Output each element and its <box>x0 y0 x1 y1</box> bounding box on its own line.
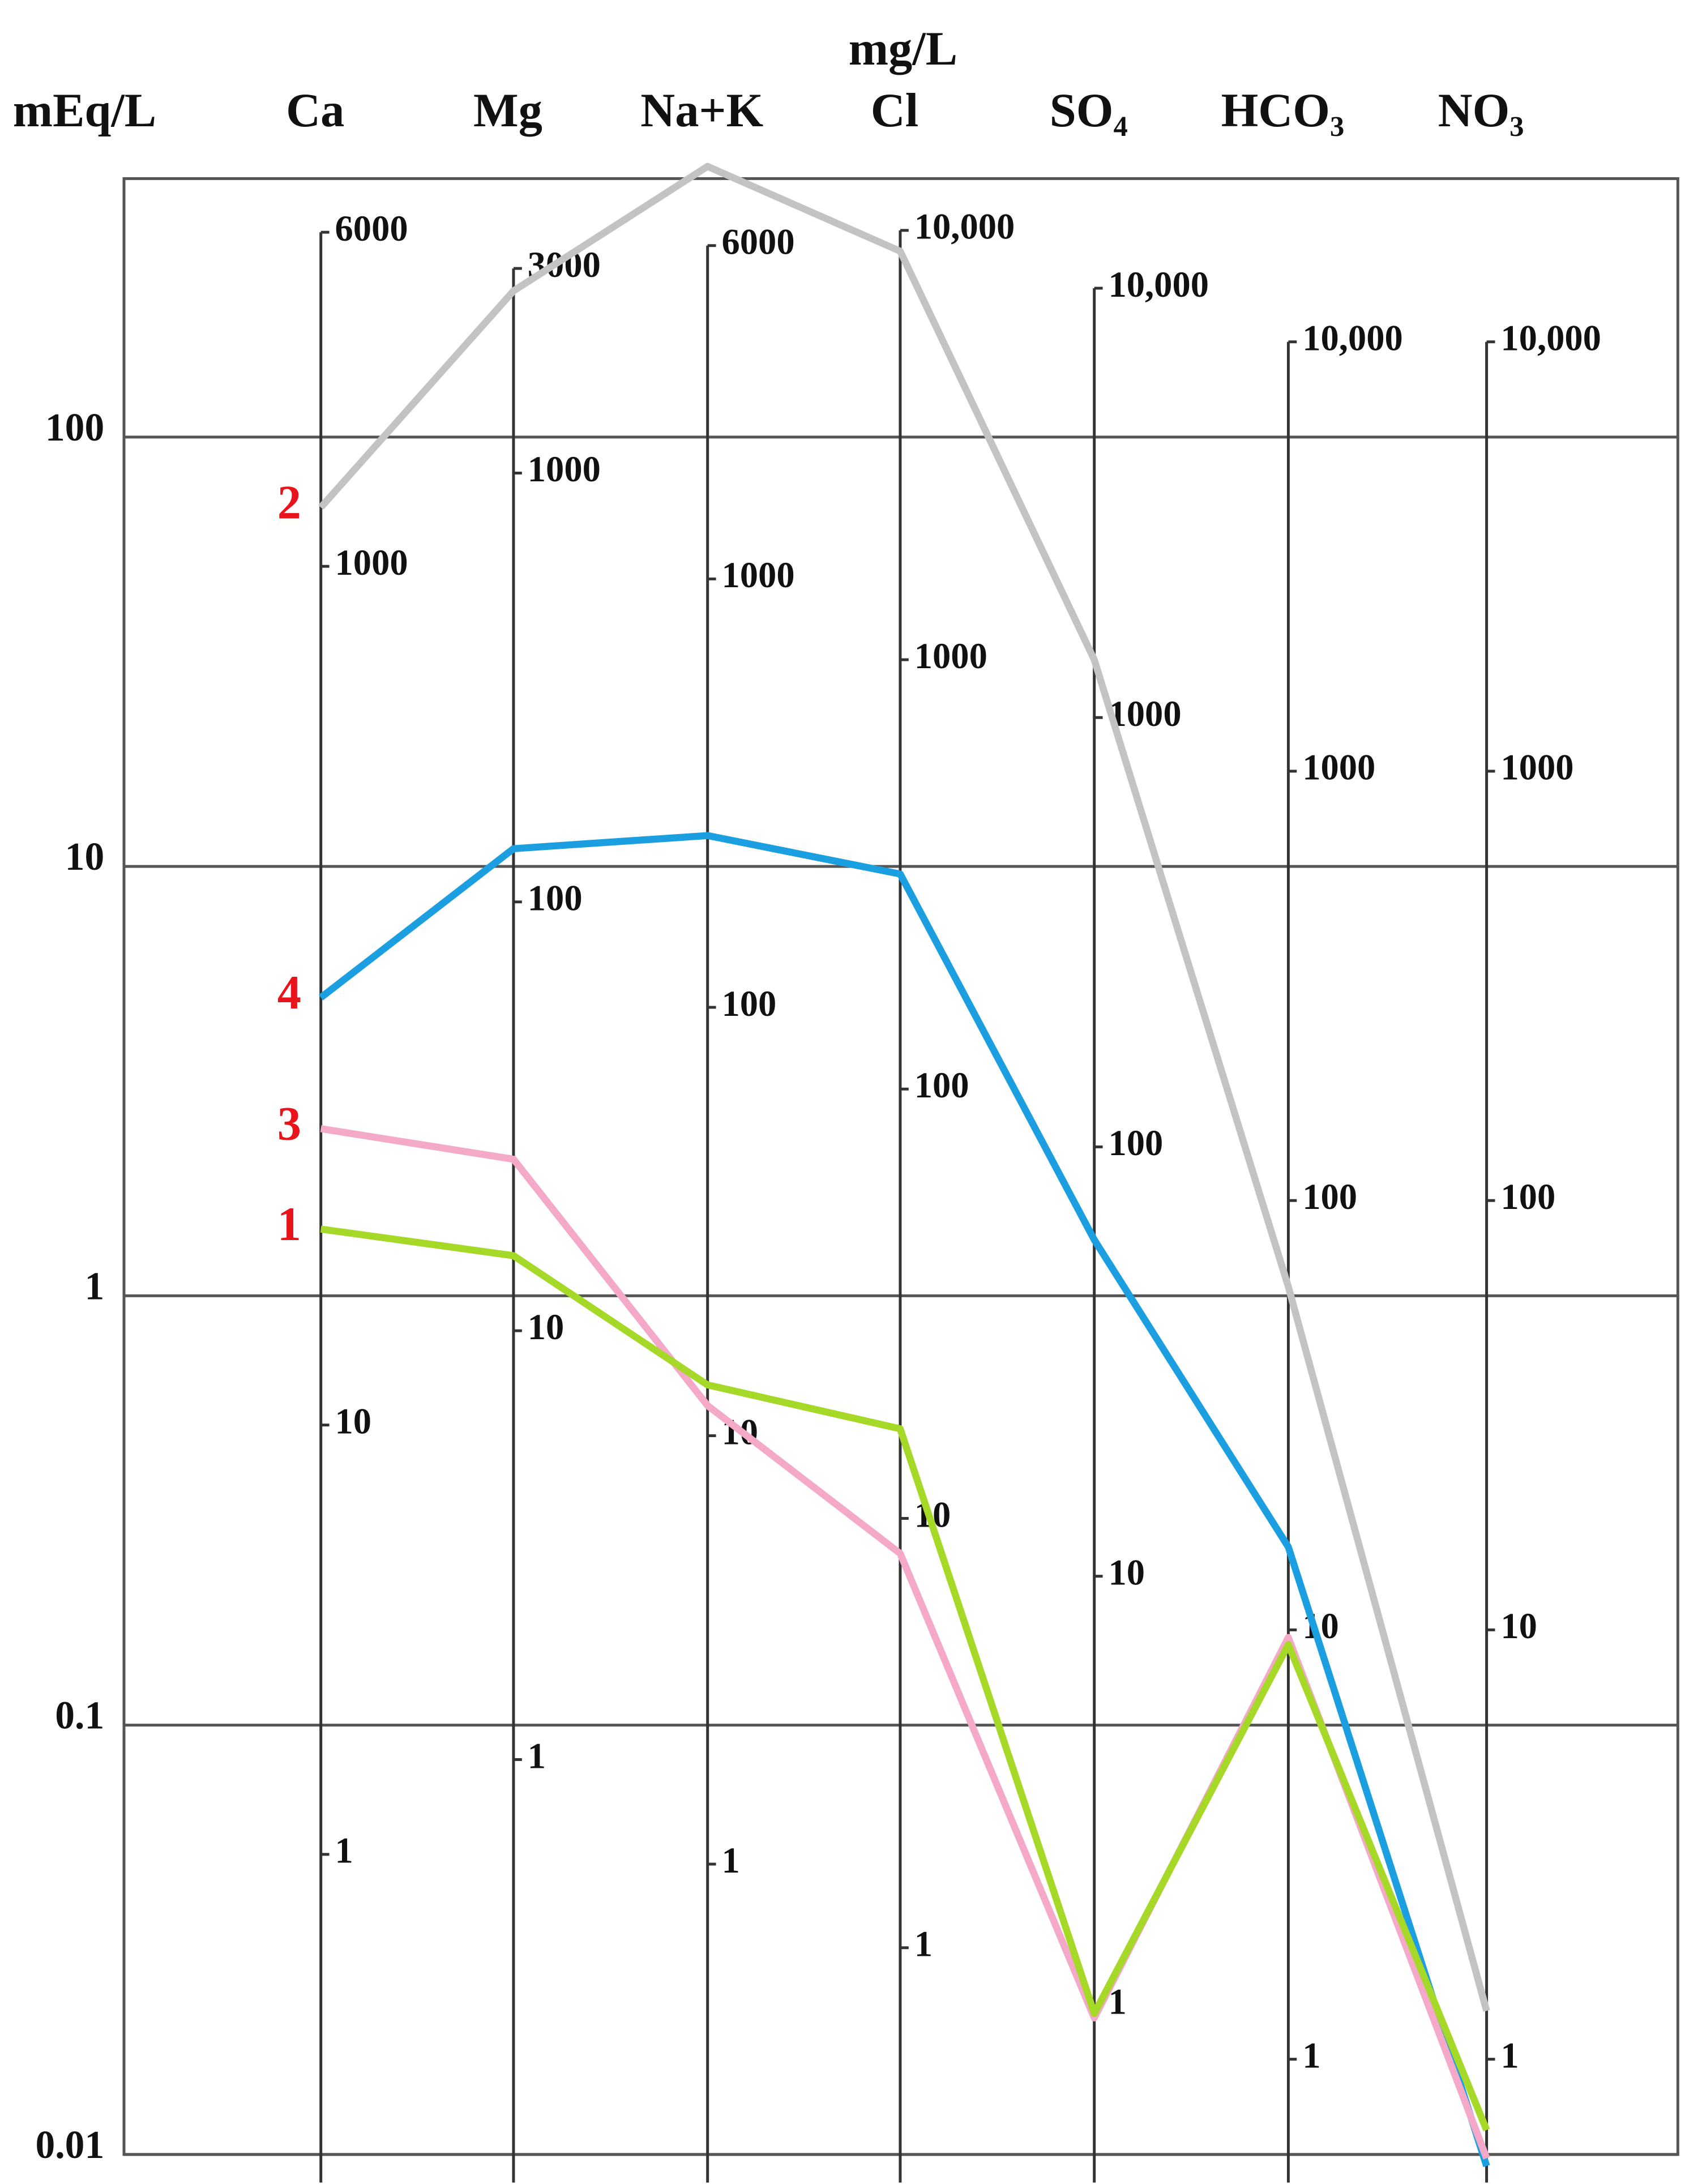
category-tick-label: 10 <box>1108 1552 1145 1592</box>
category-tick-label: 1 <box>1500 2035 1519 2075</box>
category-tick-label: 1000 <box>528 448 601 489</box>
series-label: 4 <box>277 967 301 1019</box>
category-tick-label: 1000 <box>1108 693 1181 734</box>
category-tick-label: 100 <box>528 878 583 918</box>
series-line <box>320 1225 1490 2132</box>
category-tick-label: 1 <box>722 1840 740 1880</box>
series-label: 2 <box>277 476 301 529</box>
category-tick-label: 6000 <box>722 221 795 262</box>
y-tick-label: 0.01 <box>36 2123 105 2167</box>
x-category-label: Ca <box>286 84 344 137</box>
category-tick-label: 10,000 <box>914 206 1015 247</box>
series-label: 3 <box>277 1098 301 1151</box>
category-tick-label: 100 <box>1500 1176 1555 1217</box>
y-tick-label: 0.1 <box>55 1694 104 1738</box>
category-tick-label: 1 <box>914 1924 933 1964</box>
category-tick-label: 1 <box>335 1830 353 1871</box>
x-category-label: Na+K <box>640 84 763 137</box>
series-line <box>318 832 1490 2168</box>
x-category-label: NO₃ <box>1438 84 1524 137</box>
y2-axis-label: mg/L <box>849 23 957 75</box>
category-tick-label: 100 <box>1302 1176 1357 1217</box>
category-tick-label: 1 <box>1302 2035 1320 2075</box>
category-tick-label: 10,000 <box>1500 318 1601 358</box>
category-tick-label: 100 <box>722 983 777 1024</box>
category-tick-label: 10 <box>528 1306 565 1347</box>
category-tick-label: 1000 <box>335 542 408 583</box>
category-tick-label: 1000 <box>1302 747 1375 788</box>
y-tick-label: 1 <box>84 1264 104 1308</box>
y-axis-label: mEq/L <box>13 84 156 137</box>
series-line <box>320 1125 1490 2160</box>
y-tick-label: 10 <box>65 835 105 879</box>
x-category-label: Cl <box>871 84 918 137</box>
category-tick-label: 1000 <box>722 554 795 595</box>
y-tick-label: 100 <box>45 406 104 450</box>
category-tick-label: 6000 <box>335 208 408 249</box>
category-tick-label: 10 <box>1500 1605 1537 1646</box>
category-tick-label: 10,000 <box>1108 264 1209 305</box>
category-tick-label: 100 <box>914 1065 969 1105</box>
series-line <box>318 163 1490 2012</box>
x-category-label: HCO₃ <box>1221 84 1345 137</box>
x-category-label: SO₄ <box>1050 84 1128 137</box>
category-tick-label: 1000 <box>1500 747 1573 788</box>
category-tick-label: 10,000 <box>1302 318 1403 358</box>
category-tick-label: 10 <box>335 1400 372 1441</box>
category-tick-label: 1 <box>528 1735 546 1776</box>
category-tick-label: 100 <box>1108 1122 1163 1163</box>
category-tick-label: 1000 <box>914 635 987 676</box>
x-category-label: Mg <box>473 84 542 137</box>
series-label: 1 <box>277 1198 301 1251</box>
